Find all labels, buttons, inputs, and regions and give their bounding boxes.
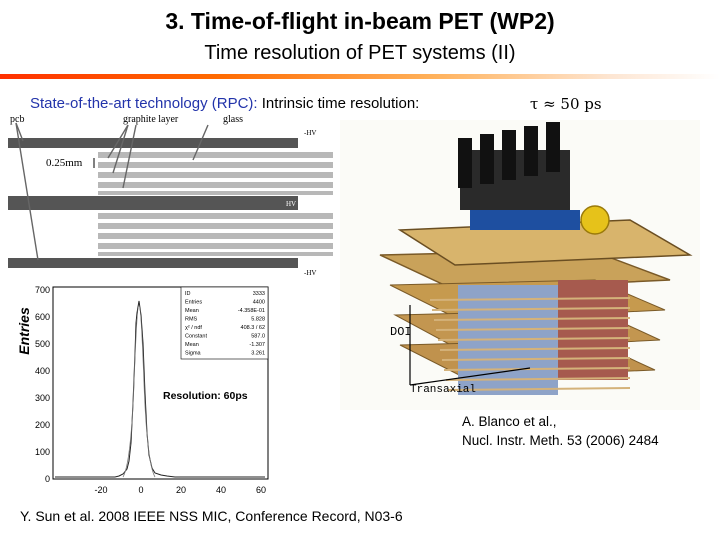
hv-label: HV [286,200,296,208]
svg-text:40: 40 [216,485,226,495]
intrinsic-label: Intrinsic time resolution: [261,95,420,112]
minus-hv-bottom-label: -HV [304,269,316,277]
glass-plates-upper [98,152,333,195]
stats-name: Sigma [185,351,202,357]
time-histogram: Entries 700 600 500 400 300 200 100 0 -2… [15,283,275,498]
rpc-diagram: pcb graphite layer glass 0.25mm -HV HV -… [8,113,338,283]
technology-label: State-of-the-art technology (RPC): [30,95,258,112]
stats-value: 4400 [253,300,265,306]
svg-text:0: 0 [45,474,50,484]
stats-name: Mean [185,342,199,348]
tau-value: τ ≈ 50 ps [530,95,602,113]
stats-box: ID 3333 Entries 4400 Mean -4.358E-01 RMS 5.828 χ… [180,286,269,360]
stats-name: χ² / ndf [185,325,202,331]
svg-text:400: 400 [35,366,50,376]
transaxial-label: Transaxial [410,384,476,396]
pcb-label: pcb [10,114,24,125]
glass-plates-lower [98,213,333,256]
svg-text:20: 20 [176,485,186,495]
hv-bar [8,196,298,210]
svg-text:-20: -20 [94,485,107,495]
header-divider [0,74,720,79]
gap-label: 0.25mm [46,157,83,169]
sun-citation: Y. Sun et al. 2008 IEEE NSS MIC, Confere… [20,508,403,524]
axis-arrows [409,305,531,386]
svg-text:600: 600 [35,312,50,322]
svg-text:500: 500 [35,339,50,349]
stats-name: RMS [185,317,198,323]
stats-name: ID [185,291,191,297]
pcb-bar-top [8,138,298,148]
hist-fit-curve [122,304,156,478]
board-stack [379,219,693,395]
stats-value: 408.3 / 62 [241,325,265,331]
slide-subtitle: Time resolution of PET systems (II) [204,42,516,64]
hist-x-ticks: -20 0 20 40 60 [94,485,266,495]
stats-value: 3333 [253,291,265,297]
stats-value: 587.0 [251,334,265,340]
stats-name: Entries [185,300,202,306]
glass-label: glass [223,114,243,125]
pcb-leader-lines [15,122,209,261]
svg-text:0: 0 [138,485,143,495]
slide-title: 3. Time-of-flight in-beam PET (WP2) [165,8,555,34]
graphite-label: graphite layer [123,114,179,125]
stats-name: Constant [185,334,207,340]
hist-ylabel: Entries [16,307,32,355]
blanco-citation: A. Blanco et al., Nucl. Instr. Meth. 53 … [462,414,659,448]
svg-text:700: 700 [35,285,50,295]
svg-text:100: 100 [35,447,50,457]
rpc-detector-photo: DOI Transaxial [340,120,700,410]
svg-text:60: 60 [256,485,266,495]
intro-line: State-of-the-art technology (RPC): Intri… [30,95,419,112]
minus-hv-top-label: -HV [304,129,316,137]
hist-frame [52,286,269,480]
stats-value: 5.828 [251,317,265,323]
doi-label: DOI [390,325,412,339]
stats-value: 3.261 [251,351,265,357]
pcb-bar-bottom [8,258,298,268]
svg-text:200: 200 [35,420,50,430]
stats-value: -1.307 [249,342,265,348]
stats-value: -4.358E-01 [238,308,265,314]
stats-name: Mean [185,308,199,314]
capacitor [580,205,610,235]
hist-y-ticks: 700 600 500 400 300 200 100 0 [35,285,50,484]
heatsink [458,122,580,230]
resolution-label: Resolution: 60ps [163,390,248,402]
svg-text:300: 300 [35,393,50,403]
